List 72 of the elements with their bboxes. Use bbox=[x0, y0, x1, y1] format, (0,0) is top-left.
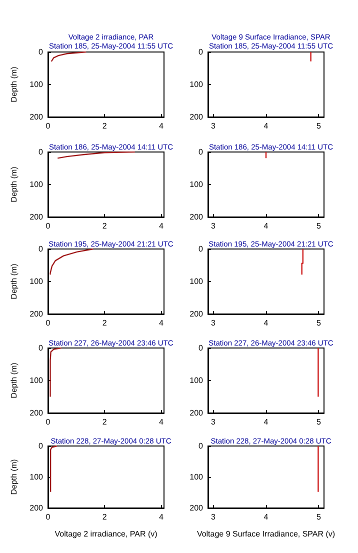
x-tick-label: 0 bbox=[46, 222, 51, 230]
y-tick-label: 0 bbox=[38, 148, 44, 156]
y-tick-label: 200 bbox=[30, 212, 44, 222]
y-tick-label: 100 bbox=[190, 180, 204, 189]
y-tick-label: 200 bbox=[190, 212, 204, 222]
x-tick-label: 5 bbox=[316, 318, 322, 328]
x-tick-label: 4 bbox=[264, 122, 269, 130]
y-tick-label: 0 bbox=[198, 442, 204, 450]
y-tick-label: 100 bbox=[30, 376, 44, 385]
y-tick-label: 100 bbox=[190, 80, 204, 89]
y-tick-label: 100 bbox=[30, 180, 44, 189]
x-axis-title: Voltage 2 irradiance, PAR (v) bbox=[54, 530, 158, 538]
y-tick-label: 200 bbox=[190, 112, 204, 122]
x-tick-label: 4 bbox=[264, 318, 269, 328]
y-axis-title: Depth (m) bbox=[10, 166, 18, 202]
x-tick-label: 5 bbox=[316, 222, 322, 230]
y-tick-label: 200 bbox=[190, 310, 204, 318]
y-axis-title: Depth (m) bbox=[10, 362, 18, 398]
x-tick-label: 3 bbox=[211, 122, 216, 130]
x-tick-label: 4 bbox=[264, 512, 269, 522]
y-tick-label: 0 bbox=[38, 442, 44, 450]
x-tick-label: 5 bbox=[316, 418, 322, 426]
y-tick-label: 0 bbox=[198, 244, 204, 254]
y-tick-label: 0 bbox=[198, 148, 204, 156]
x-tick-label: 4 bbox=[158, 418, 164, 426]
x-tick-label: 2 bbox=[102, 418, 108, 426]
y-tick-label: 0 bbox=[38, 48, 44, 56]
x-tick-label: 2 bbox=[102, 122, 108, 130]
y-tick-label: 200 bbox=[30, 408, 44, 418]
y-tick-label: 0 bbox=[38, 244, 44, 254]
x-tick-label: 0 bbox=[46, 512, 51, 522]
x-tick-label: 4 bbox=[264, 222, 269, 230]
x-tick-label: 0 bbox=[46, 418, 51, 426]
y-tick-label: 200 bbox=[30, 504, 44, 512]
x-tick-label: 0 bbox=[46, 318, 51, 328]
x-tick-label: 3 bbox=[211, 318, 216, 328]
x-tick-label: 4 bbox=[158, 318, 164, 328]
x-tick-label: 0 bbox=[46, 122, 51, 130]
x-tick-label: 4 bbox=[158, 222, 164, 230]
line-series bbox=[50, 347, 62, 398]
line-series bbox=[50, 248, 94, 276]
y-axis-title: Depth (m) bbox=[10, 458, 18, 495]
x-tick-label: 4 bbox=[158, 122, 164, 130]
y-tick-label: 100 bbox=[30, 472, 44, 482]
y-axis-title: Depth (m) bbox=[10, 263, 18, 300]
x-tick-label: 2 bbox=[102, 318, 108, 328]
y-tick-label: 100 bbox=[190, 277, 204, 286]
y-tick-label: 100 bbox=[30, 277, 44, 286]
x-tick-label: 2 bbox=[102, 512, 108, 522]
y-tick-label: 0 bbox=[198, 344, 204, 352]
x-tick-label: 4 bbox=[158, 512, 164, 522]
x-tick-label: 5 bbox=[316, 512, 322, 522]
y-tick-label: 100 bbox=[30, 80, 44, 89]
line-series bbox=[50, 51, 87, 62]
x-tick-label: 4 bbox=[264, 418, 269, 426]
y-tick-label: 0 bbox=[198, 48, 204, 56]
x-tick-label: 3 bbox=[211, 418, 216, 426]
x-axis-title: Voltage 9 Surface Irradiance, SPAR (v) bbox=[196, 530, 336, 538]
x-tick-label: 5 bbox=[316, 122, 322, 130]
x-tick-label: 3 bbox=[211, 512, 216, 522]
y-tick-label: 200 bbox=[30, 112, 44, 122]
y-tick-label: 200 bbox=[30, 310, 44, 318]
y-tick-label: 200 bbox=[190, 408, 204, 418]
y-tick-label: 100 bbox=[190, 376, 204, 385]
x-tick-label: 2 bbox=[102, 222, 108, 230]
line-series bbox=[57, 151, 136, 159]
y-tick-label: 100 bbox=[190, 472, 204, 482]
x-tick-label: 3 bbox=[211, 222, 216, 230]
y-tick-label: 200 bbox=[190, 504, 204, 512]
y-tick-label: 0 bbox=[38, 344, 44, 352]
line-series bbox=[50, 445, 58, 492]
y-axis-title: Depth (m) bbox=[10, 66, 18, 102]
